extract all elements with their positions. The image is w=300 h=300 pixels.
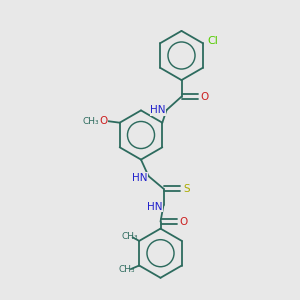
Text: O: O — [179, 217, 188, 227]
Text: CH₃: CH₃ — [121, 232, 138, 241]
Text: CH₃: CH₃ — [118, 266, 135, 274]
Text: HN: HN — [150, 105, 166, 115]
Text: S: S — [183, 184, 190, 194]
Text: HN: HN — [132, 172, 148, 183]
Text: CH₃: CH₃ — [83, 117, 100, 126]
Text: O: O — [99, 116, 107, 126]
Text: O: O — [200, 92, 209, 102]
Text: Cl: Cl — [208, 36, 219, 46]
Text: HN: HN — [147, 202, 163, 212]
